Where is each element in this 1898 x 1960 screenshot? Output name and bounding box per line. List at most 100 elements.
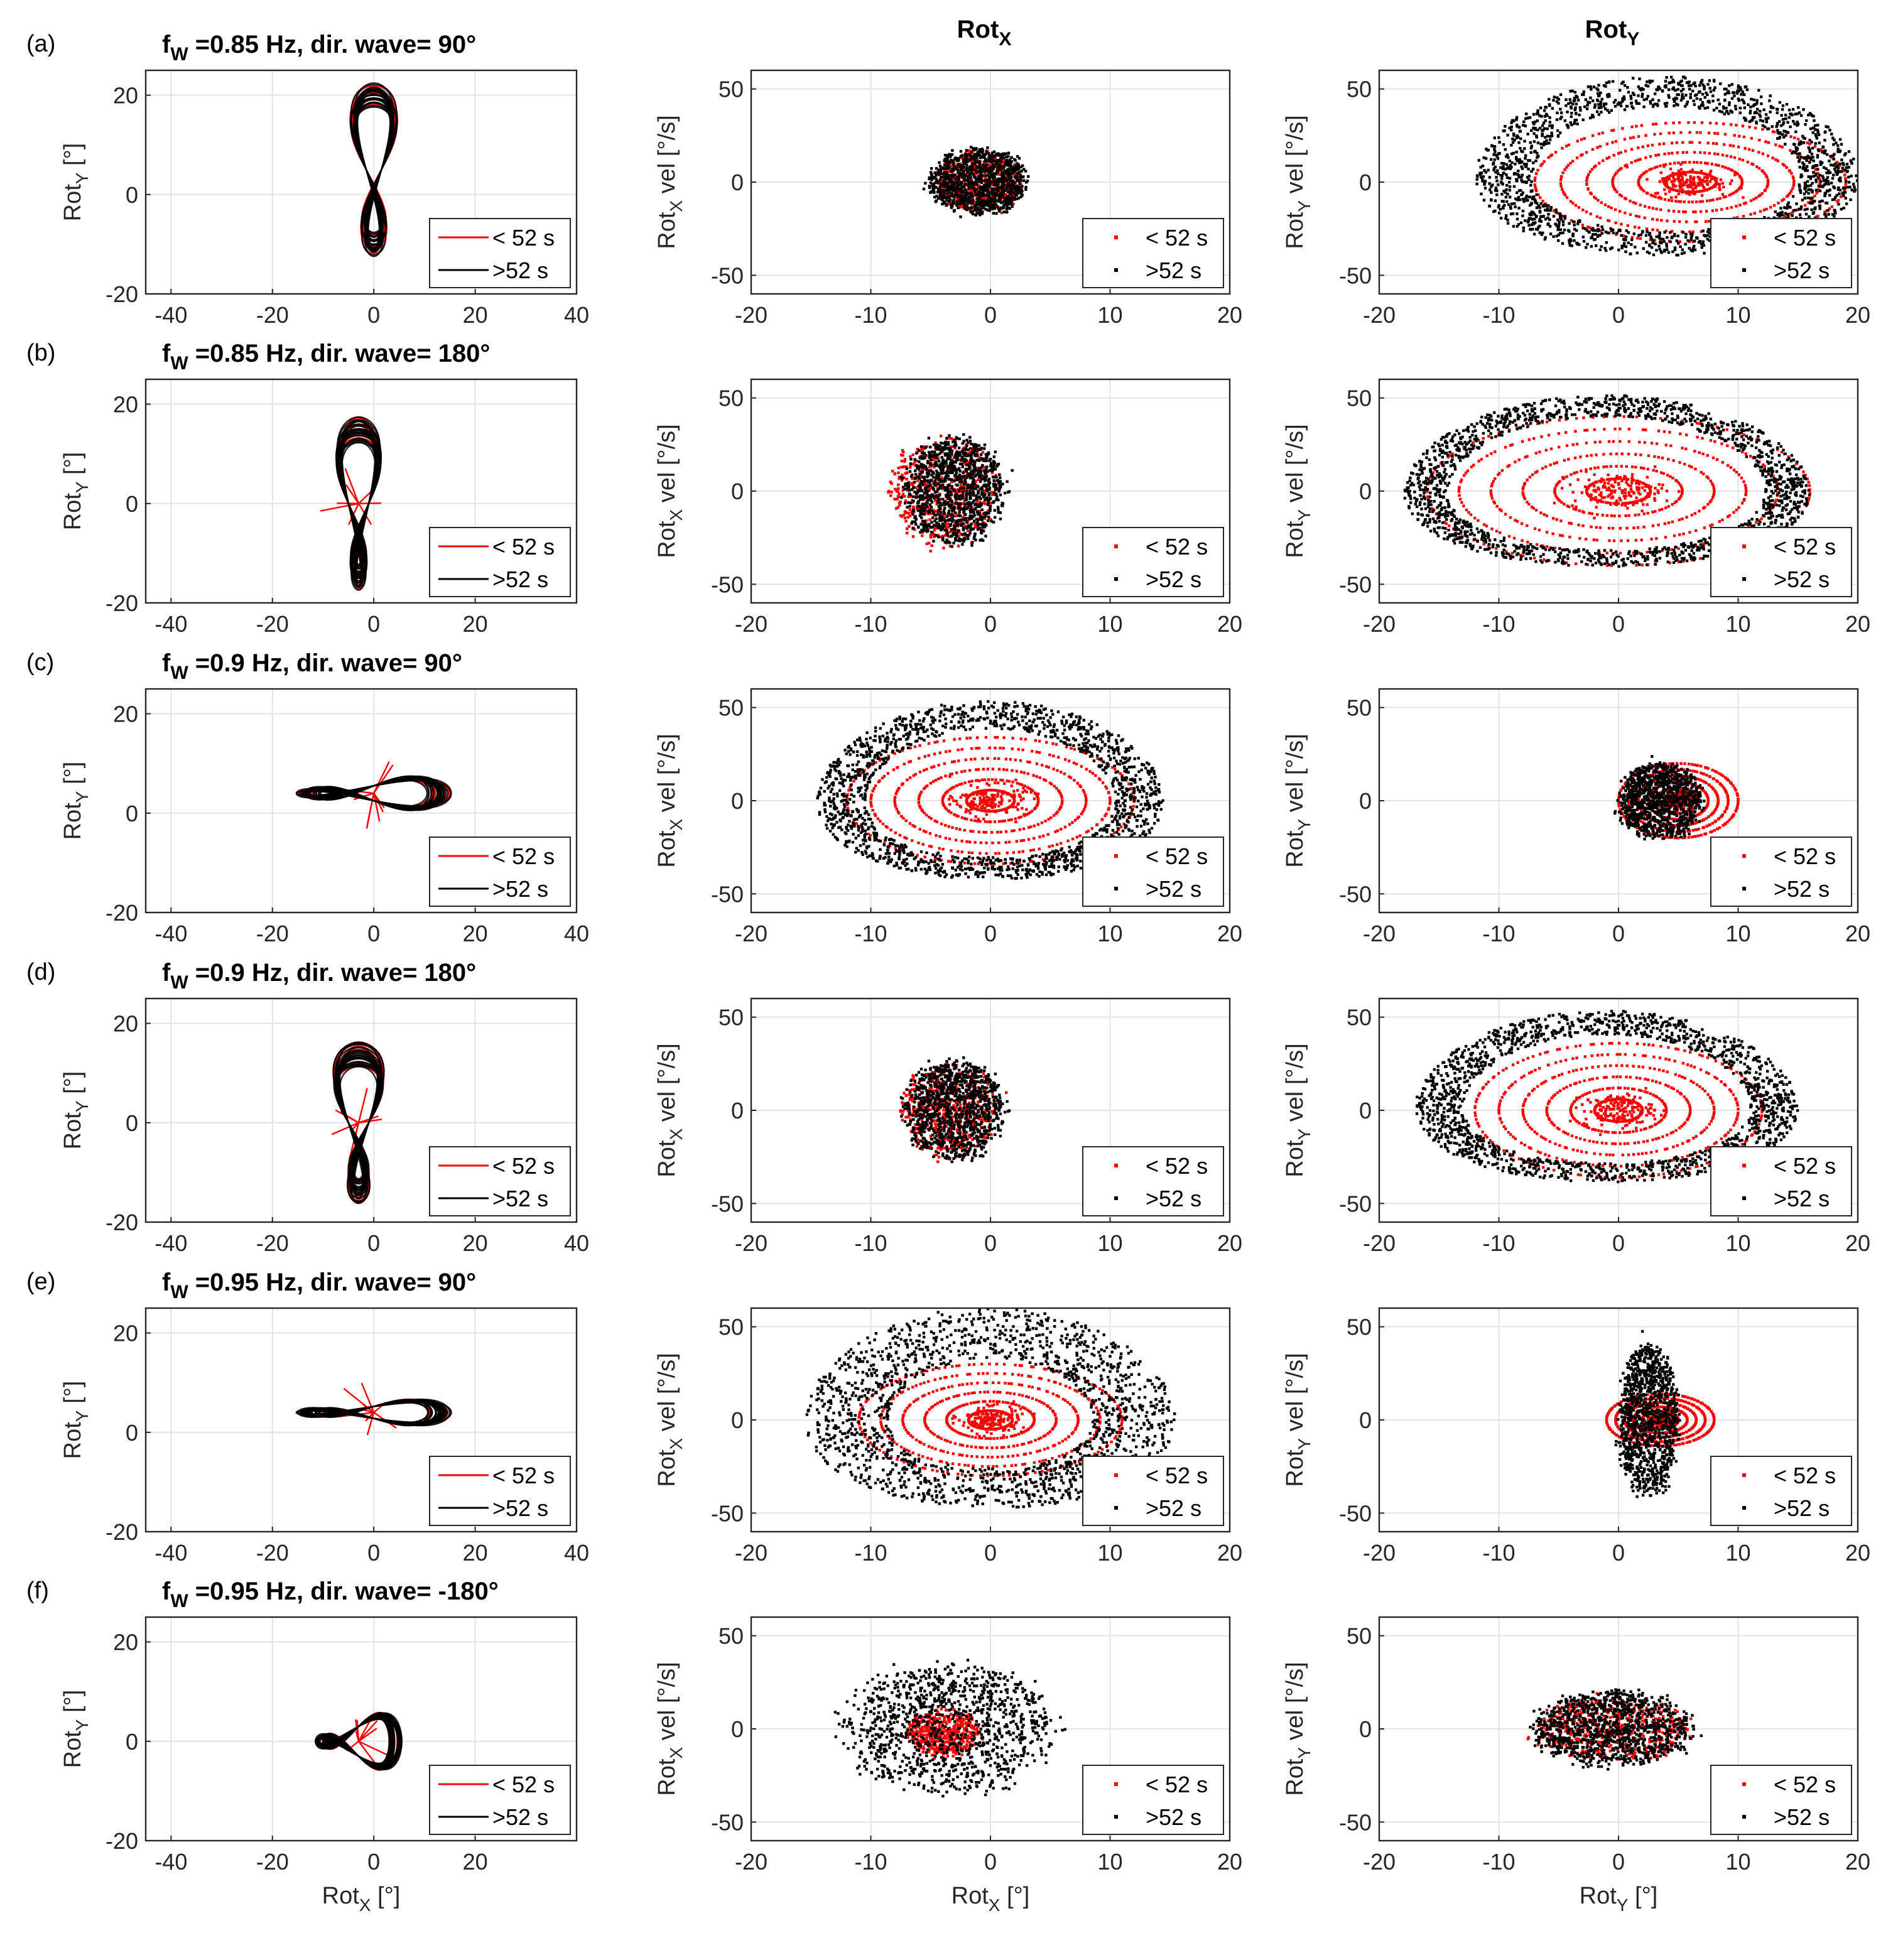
scatter-point	[1812, 159, 1815, 163]
scatter-point	[1758, 138, 1761, 142]
scatter-point	[1663, 102, 1667, 106]
scatter-point	[996, 154, 999, 157]
scatter-point	[1725, 154, 1728, 158]
scatter-point	[1568, 244, 1571, 247]
scatter-point	[900, 496, 903, 499]
scatter-point	[1774, 143, 1777, 146]
scatter-point	[1516, 123, 1519, 127]
scatter-point	[1713, 80, 1716, 83]
scatter-point	[1840, 207, 1843, 211]
scatter-point	[1671, 188, 1674, 192]
scatter-point	[955, 203, 958, 207]
scatter-point	[1615, 171, 1618, 175]
scatter-point	[1488, 176, 1491, 179]
scatter-point	[1659, 165, 1662, 168]
scatter-point	[1665, 181, 1668, 185]
scatter-point	[1512, 185, 1516, 188]
scatter-point	[968, 514, 972, 517]
scatter-point	[1700, 170, 1703, 173]
scatter-point	[944, 534, 947, 537]
scatter-point	[930, 190, 933, 193]
scatter-point	[1749, 111, 1752, 115]
scatter-point	[978, 211, 981, 214]
scatter-point	[1609, 227, 1612, 230]
scatter-point	[1520, 193, 1523, 197]
scatter-point	[950, 204, 953, 207]
scatter-point	[1691, 240, 1695, 244]
scatter-point	[1612, 185, 1615, 188]
scatter-point	[999, 517, 1002, 521]
scatter-point	[1015, 197, 1019, 200]
series-late-points	[899, 433, 1014, 548]
scatter-point	[990, 193, 994, 196]
scatter-point	[1624, 164, 1627, 168]
scatter-point	[981, 149, 984, 152]
scatter-point	[1856, 179, 1858, 182]
scatter-point	[1759, 109, 1762, 113]
scatter-point	[1578, 106, 1582, 109]
scatter-point	[989, 206, 992, 209]
scatter-point	[1011, 205, 1014, 208]
scatter-point	[961, 502, 964, 506]
scatter-point	[993, 200, 997, 204]
scatter-point	[925, 526, 928, 529]
scatter-point	[1654, 154, 1657, 157]
scatter-point	[1490, 185, 1493, 188]
scatter-point	[1019, 174, 1022, 177]
scatter-point	[1789, 212, 1792, 215]
scatter-point	[1809, 175, 1813, 178]
scatter-point	[1798, 183, 1801, 187]
scatter-point	[956, 488, 959, 491]
scatter-point	[1635, 124, 1638, 128]
scatter-point	[1661, 237, 1665, 241]
scatter-point	[1573, 224, 1576, 227]
scatter-point	[1607, 231, 1610, 234]
scatter-point	[1517, 160, 1521, 163]
scatter-point	[943, 516, 946, 519]
scatter-point	[1660, 219, 1663, 222]
scatter-point	[1541, 200, 1544, 203]
scatter-point	[1566, 124, 1570, 127]
scatter-point	[1546, 114, 1549, 117]
scatter-point	[1713, 176, 1716, 180]
scatter-point	[1781, 214, 1784, 217]
scatter-point	[976, 192, 980, 196]
scatter-point	[1688, 141, 1691, 144]
scatter-point	[897, 471, 900, 474]
scatter-point	[955, 187, 958, 190]
scatter-point	[910, 511, 913, 514]
scatter-point	[973, 526, 977, 529]
y-tick-label: 20	[113, 83, 138, 109]
scatter-point	[948, 154, 951, 158]
scatter-point	[1012, 198, 1016, 201]
scatter-point	[1505, 167, 1509, 170]
scatter-point	[950, 458, 954, 461]
scatter-point	[1681, 96, 1685, 99]
scatter-point	[1523, 139, 1526, 143]
scatter-point	[1676, 104, 1679, 107]
scatter-point	[1737, 99, 1741, 102]
scatter-point	[921, 504, 924, 507]
scatter-point	[941, 166, 944, 170]
scatter-point	[1002, 166, 1006, 170]
scatter-point	[1022, 168, 1026, 171]
scatter-point	[950, 153, 954, 156]
scatter-point	[1555, 100, 1559, 103]
scatter-point	[897, 475, 901, 479]
scatter-point	[1612, 231, 1615, 235]
scatter-point	[1645, 97, 1649, 100]
scatter-point	[910, 488, 914, 491]
scatter-point	[924, 484, 928, 487]
scatter-point	[1816, 156, 1819, 159]
x-tick-label: -10	[1482, 302, 1515, 328]
scatter-point	[1681, 176, 1684, 180]
scatter-point	[1774, 158, 1777, 161]
scatter-point	[1531, 197, 1534, 200]
scatter-point	[1522, 229, 1525, 232]
scatter-point	[992, 150, 996, 153]
scatter-point	[1730, 155, 1733, 158]
scatter-point	[950, 445, 953, 448]
scatter-point	[976, 471, 980, 474]
scatter-point	[1546, 127, 1549, 131]
